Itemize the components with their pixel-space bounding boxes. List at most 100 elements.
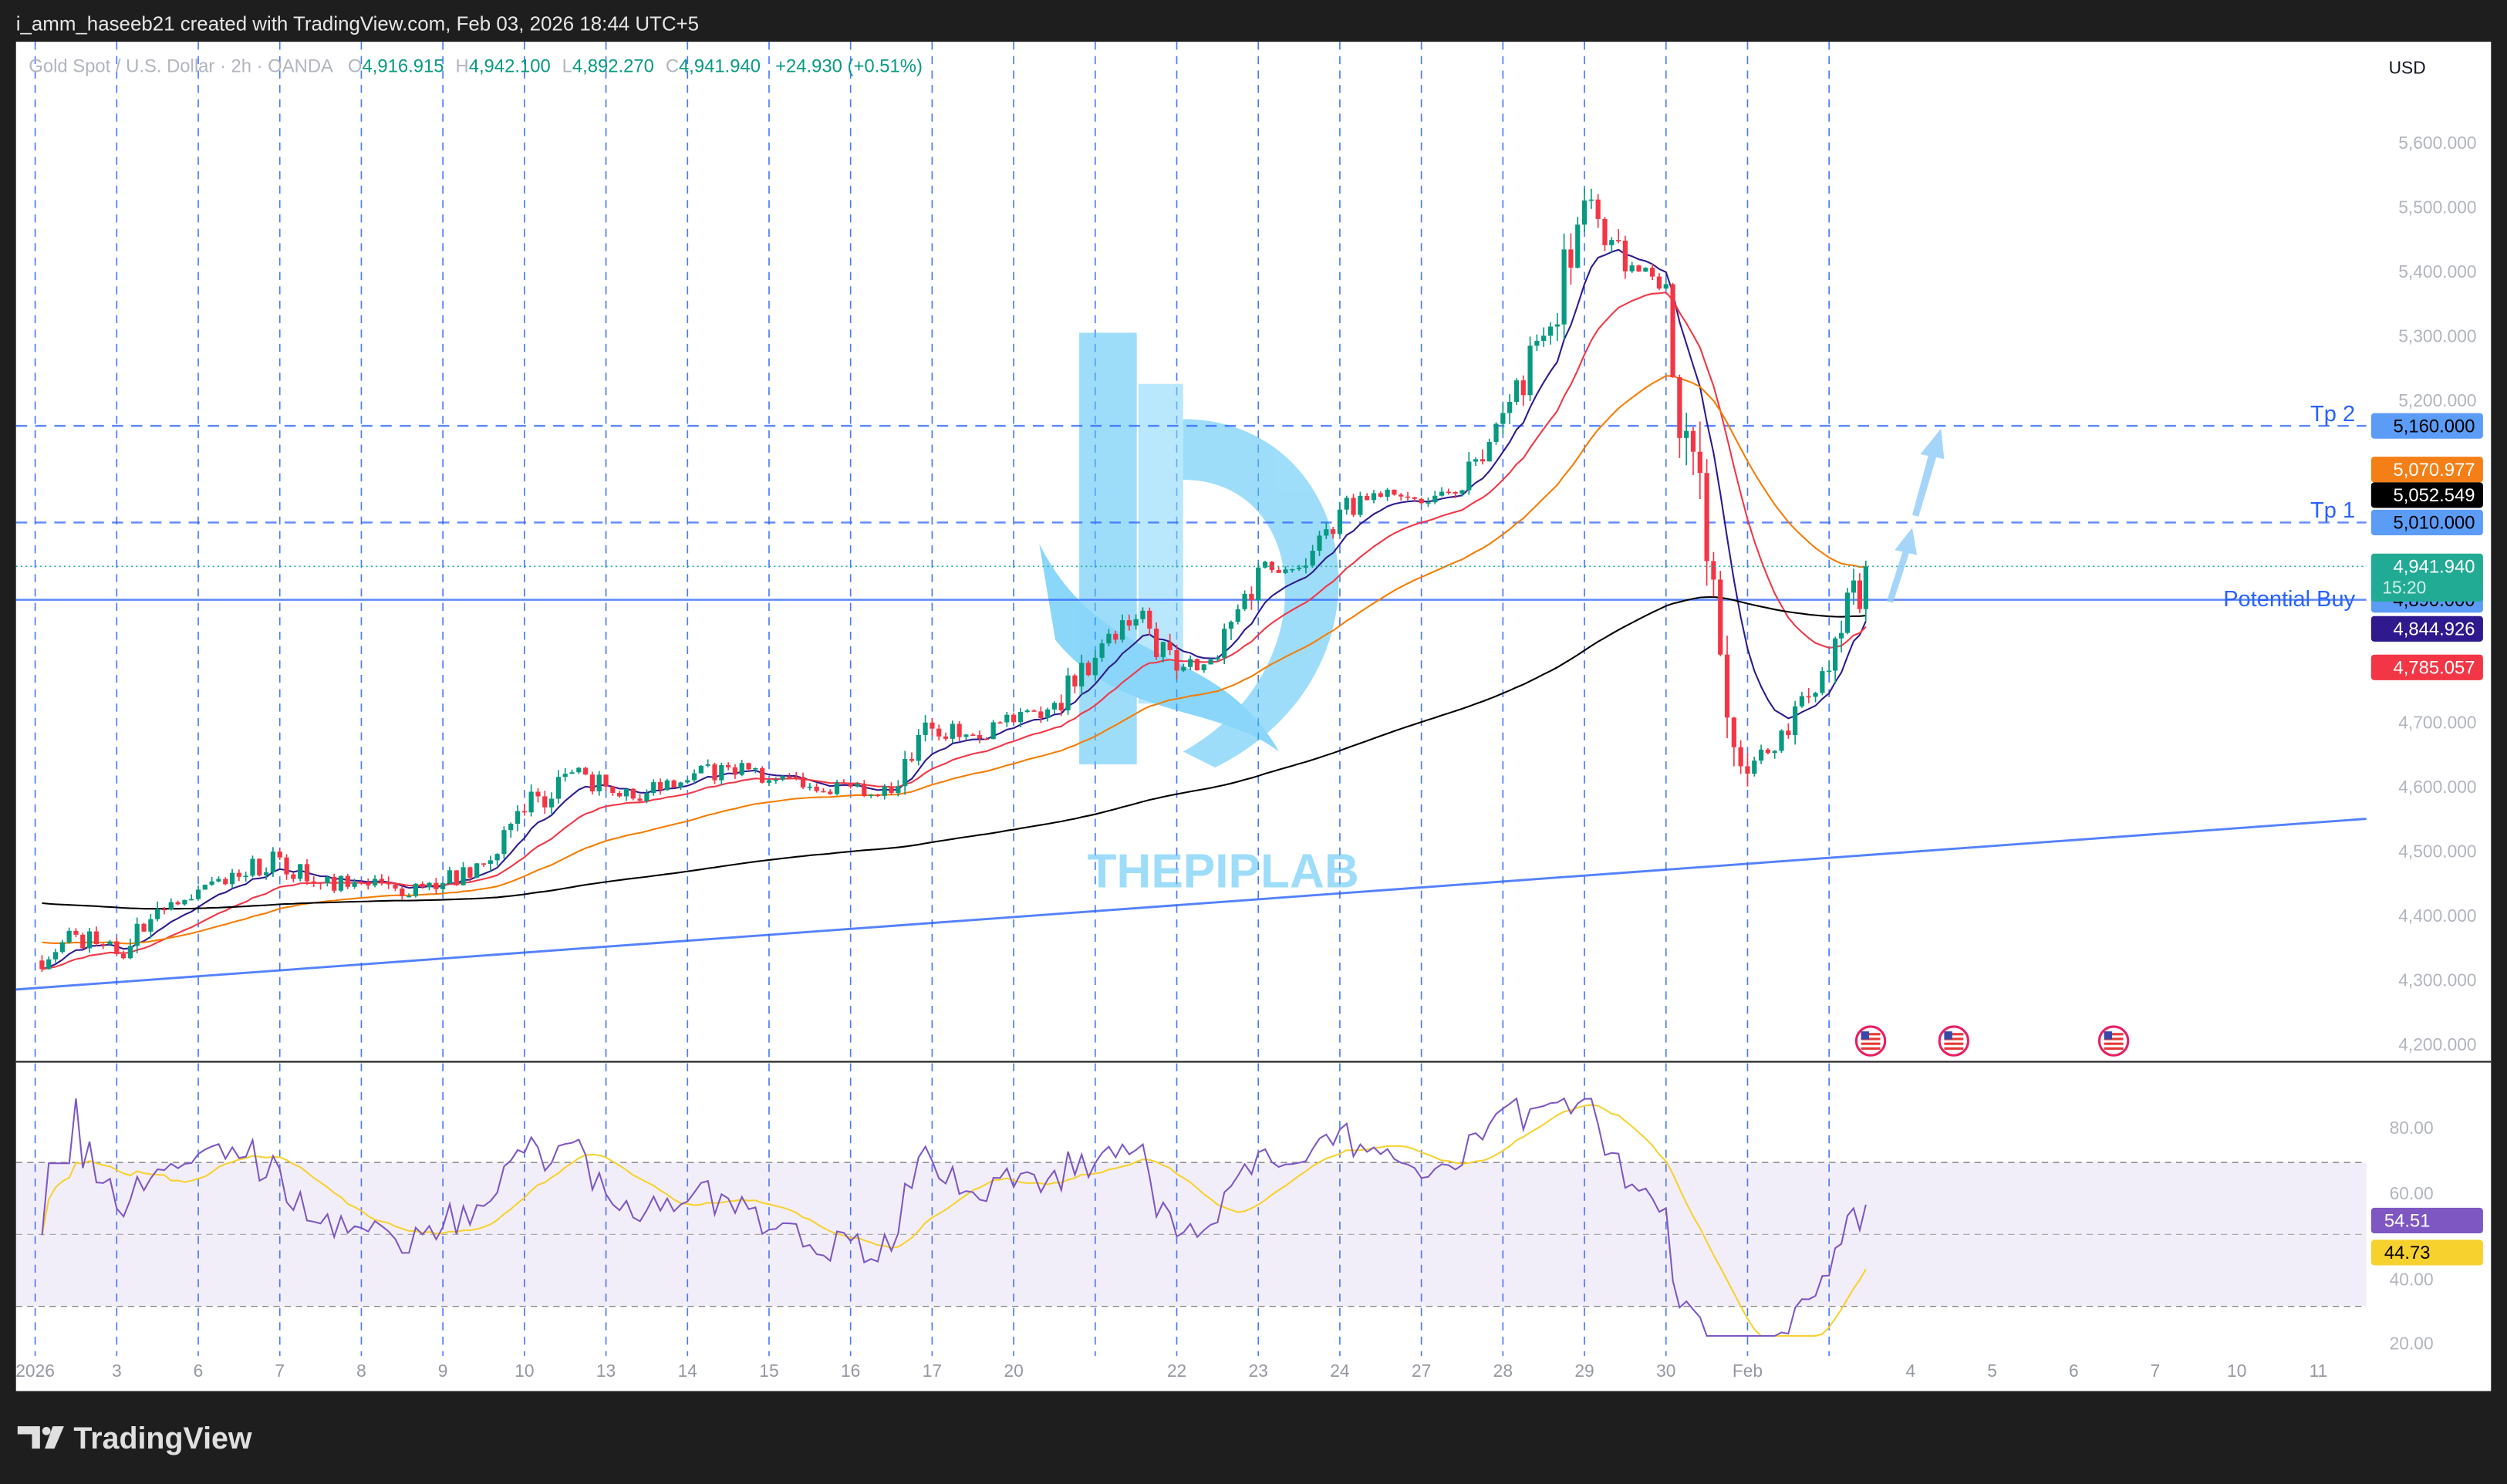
candle-body — [1711, 561, 1716, 580]
candle-body — [1786, 730, 1791, 736]
tradingview-logo-icon — [45, 1426, 64, 1449]
candle-body — [698, 765, 704, 774]
candle-body — [896, 786, 901, 794]
candle-body — [1160, 642, 1166, 657]
candle-body — [1772, 750, 1777, 754]
x-tick-label: 13 — [596, 1361, 616, 1381]
candle-body — [209, 881, 214, 885]
price-badge-value: 4,785.057 — [2394, 658, 2475, 679]
currency-label[interactable]: USD — [2389, 58, 2426, 78]
candle-body — [481, 863, 487, 865]
price-badge-value: 4,844.926 — [2394, 619, 2475, 640]
price-badge — [2370, 616, 2483, 642]
symbol-label: Gold Spot / U.S. Dollar · 2h · OANDA — [29, 56, 333, 77]
candle-body — [821, 791, 826, 793]
candle-body — [508, 824, 514, 831]
candle-body — [1038, 711, 1044, 718]
candle-body — [1724, 654, 1730, 718]
candle-body — [406, 895, 412, 898]
candle-body — [1351, 497, 1356, 515]
candle-body — [521, 811, 527, 813]
candle-body — [882, 786, 887, 796]
candle-body — [1446, 491, 1451, 494]
candle-body — [712, 764, 717, 781]
x-tick-label: 6 — [194, 1361, 204, 1381]
us-flag-icon[interactable] — [2097, 1025, 2130, 1057]
economic-events — [1854, 1025, 2130, 1057]
horizontal-levels: Tp 2 Tp 1 Potential Buy — [15, 402, 2367, 612]
candle-body — [1331, 529, 1336, 535]
candle-body — [216, 879, 221, 882]
x-tick-label: Feb — [1733, 1361, 1763, 1381]
flag-stripe — [2104, 1042, 2124, 1045]
us-flag-icon[interactable] — [1938, 1025, 1970, 1057]
candle-body — [440, 883, 446, 889]
candle-body — [1779, 730, 1784, 751]
candle-body — [705, 764, 710, 766]
candle-body — [841, 782, 846, 784]
x-tick-label: 10 — [515, 1361, 534, 1381]
time-axis[interactable]: 2026 3 6 7 8 9 10 13 14 15 16 17 20 22 23 24 27 28 29 30 Feb… — [15, 1361, 2327, 1381]
candle-body — [589, 774, 596, 791]
price-badge — [2370, 413, 2483, 439]
candle-body — [1256, 567, 1261, 600]
y-tick-label: 4,500.000 — [2398, 841, 2476, 862]
candle-body — [1643, 268, 1648, 272]
tradingview-logo-icon — [42, 1426, 51, 1435]
candle-body — [1534, 340, 1540, 346]
trendline[interactable] — [15, 818, 2367, 991]
candle-body — [889, 786, 894, 794]
candle-body — [1215, 657, 1220, 660]
rsi-ma-value: 44.73 — [2384, 1243, 2431, 1263]
candle-body — [141, 923, 147, 932]
candle-body — [1581, 200, 1588, 225]
candle-body — [1310, 550, 1315, 566]
y-tick-label: 5,400.000 — [2398, 261, 2476, 282]
candle-body — [794, 776, 799, 778]
candle-body — [134, 923, 140, 946]
x-tick-label: 5 — [1987, 1361, 1997, 1381]
candle-body — [1615, 240, 1621, 241]
candle-body — [488, 860, 493, 865]
candle-body — [1222, 629, 1227, 658]
price-badge — [2370, 482, 2483, 508]
candle-body — [332, 876, 337, 891]
rsi-ma-line — [41, 1104, 1867, 1337]
candle-body — [1500, 413, 1506, 424]
rsi-badge — [2370, 1207, 2483, 1234]
candle-body — [461, 867, 466, 885]
candle-body — [1752, 761, 1757, 774]
x-tick-label: 6 — [2069, 1361, 2079, 1381]
candle-body — [447, 870, 453, 884]
candle-body — [59, 942, 65, 953]
candle-body — [223, 879, 228, 885]
candle-body — [1371, 493, 1377, 501]
candle-body — [657, 782, 663, 791]
candle-body — [548, 798, 555, 808]
x-tick-label: 11 — [2310, 1361, 2328, 1381]
arrow-up-icon — [1911, 428, 1945, 517]
candle-body — [753, 767, 758, 770]
candle-body — [977, 735, 983, 739]
price-axis[interactable]: 5,600.000 5,500.000 5,400.000 5,300.000 5,20… — [2370, 133, 2483, 1354]
candle-body — [542, 796, 548, 808]
price-badge — [2370, 509, 2483, 536]
candle-body — [862, 784, 867, 796]
candle-body — [93, 931, 99, 945]
x-tick-label: 16 — [841, 1361, 860, 1381]
candle-body — [1324, 529, 1329, 536]
price-badge-value: 5,052.549 — [2394, 485, 2475, 506]
ema-long-line — [42, 595, 1866, 910]
us-flag-icon[interactable] — [1854, 1025, 1887, 1057]
candle-body — [1609, 240, 1615, 245]
candle-body — [1765, 749, 1771, 754]
candle-body — [630, 788, 636, 799]
day-separators — [34, 42, 1830, 1356]
candle-body — [393, 884, 398, 889]
candle-body — [1844, 592, 1851, 633]
candle-body — [610, 786, 616, 793]
candle-body — [420, 883, 425, 888]
x-tick-label: 7 — [275, 1361, 285, 1381]
candle-body — [1851, 580, 1857, 593]
x-tick-label: 2026 — [15, 1361, 55, 1381]
